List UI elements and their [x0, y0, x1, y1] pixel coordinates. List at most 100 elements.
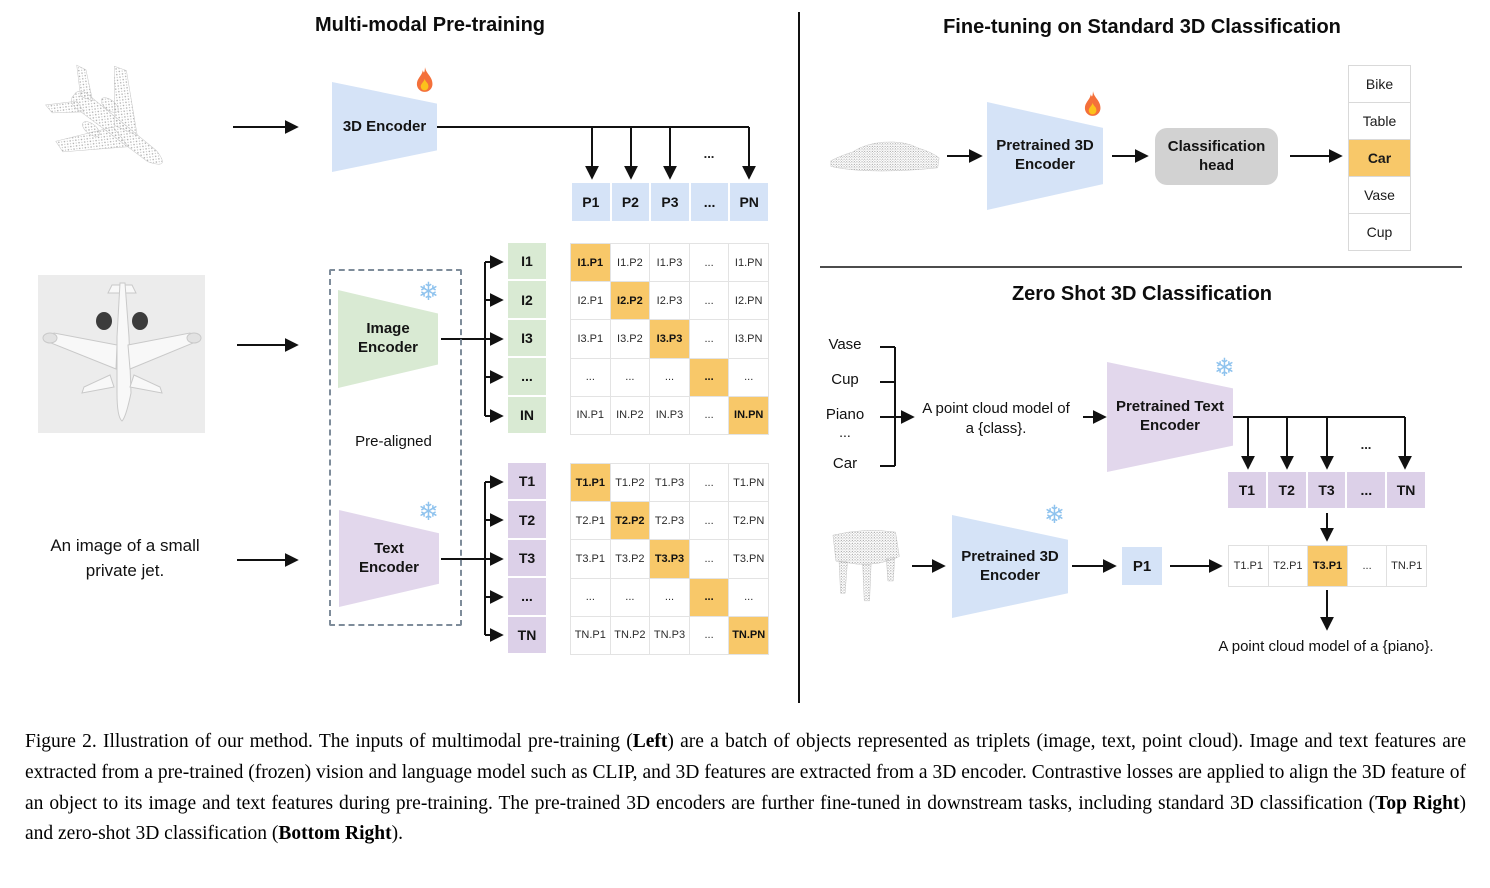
matrix-cell-1-1: I2.P2: [610, 282, 650, 320]
p-cell-4: PN: [730, 183, 768, 221]
text-feature-row-zeroshot: T1 T2 T3... TN: [1228, 472, 1425, 508]
matrix-cell-1-4: I2.PN: [729, 282, 768, 320]
branch-ellipsis: ...: [1360, 437, 1372, 452]
result-cell-0: T1.P1: [1229, 546, 1268, 586]
piano-point-cloud: [832, 530, 900, 602]
matrix-cell-0-0: I1.P1: [571, 244, 610, 282]
classification-class-list: Bike Table Car Vase Cup: [1348, 65, 1411, 251]
t-cell-0: T1: [1228, 472, 1266, 508]
result-cell-2: T3.P1: [1308, 546, 1347, 586]
matrix-cell-1-1: T2.P2: [610, 502, 650, 540]
zs-class-1: Cup: [831, 371, 859, 388]
matrix-cell-0-2: I1.P3: [650, 244, 689, 282]
matrix-cell-3-1: ...: [610, 358, 650, 396]
encoder-3d-label: 3D Encoder: [342, 117, 427, 135]
matrix-cell-1-2: T2.P3: [650, 502, 689, 540]
matrix-cell-4-3: ...: [689, 616, 729, 654]
matrix-cell-2-4: T3.PN: [729, 540, 768, 578]
matrix-cell-2-1: T3.P2: [610, 540, 650, 578]
zeroshot-class-list: Vase Cup Piano... Car: [814, 336, 876, 476]
zs-class-2: Piano: [825, 406, 865, 423]
class-cell-2: Car: [1349, 140, 1410, 176]
class-cell-4: Cup: [1349, 214, 1410, 250]
t-cell-1: T2: [1267, 472, 1306, 508]
image-encoder-label: Image Encoder: [357, 320, 418, 356]
matrix-cell-1-4: T2.PN: [729, 502, 768, 540]
t-cell-4: TN: [508, 616, 546, 653]
zeroshot-result-row: T1.P1 T2.P1 T3.P1... TN.P1: [1228, 545, 1427, 587]
airplane-image: [38, 275, 205, 433]
matrix-cell-4-0: IN.P1: [571, 396, 610, 434]
matrix-cell-4-2: IN.P3: [650, 396, 689, 434]
t-cell-2: T3: [1307, 472, 1346, 508]
pre-aligned-label: Pre-aligned: [355, 433, 432, 450]
matrix-cell-4-4: TN.PN: [729, 616, 768, 654]
image-point-similarity-matrix: I1.P1 I1.P2 I1.P3... I1.PN I2.P1 I2.P2 I2.P3..…: [570, 243, 769, 435]
p-cell-3: ...: [690, 183, 729, 221]
i-cell-0: I1: [508, 243, 546, 280]
fire-icon: [1084, 91, 1101, 116]
i-cell-3: ...: [508, 358, 546, 395]
i-cell-2: I3: [508, 319, 546, 357]
matrix-cell-0-4: T1.PN: [729, 464, 768, 502]
t-cell-3: ...: [1347, 472, 1386, 508]
matrix-cell-3-1: ...: [610, 578, 650, 616]
i-cell-4: IN: [508, 396, 546, 433]
car-point-cloud: [830, 141, 940, 172]
t-cell-4: TN: [1387, 472, 1425, 508]
finetune-section-title: Fine-tuning on Standard 3D Classificatio…: [943, 16, 1341, 38]
matrix-cell-2-3: ...: [689, 540, 729, 578]
matrix-cell-2-4: I3.PN: [729, 320, 768, 358]
p1-feature-box: P1: [1122, 547, 1162, 585]
classification-head-label: Classification head: [1167, 137, 1266, 174]
matrix-cell-1-0: I2.P1: [571, 282, 610, 320]
matrix-cell-3-0: ...: [571, 358, 610, 396]
text-encoder-label: Text Encoder: [358, 539, 419, 576]
pretrained-text-encoder-label: Pretrained Text Encoder: [1115, 398, 1225, 434]
class-cell-1: Table: [1349, 103, 1410, 139]
prompt-template: A point cloud model of a {class}.: [922, 400, 1070, 438]
result-cell-3: ...: [1347, 546, 1387, 586]
matrix-cell-1-3: ...: [689, 282, 729, 320]
snowflake-icon: ❄: [418, 498, 439, 526]
matrix-cell-4-2: TN.P3: [650, 616, 689, 654]
figure-caption: Figure 2. Illustration of our method. Th…: [25, 731, 1466, 845]
fire-icon: [416, 67, 433, 92]
zs-class-0: Vase: [828, 336, 862, 353]
matrix-cell-2-0: T3.P1: [571, 540, 610, 578]
matrix-cell-3-0: ...: [571, 578, 610, 616]
matrix-cell-1-2: I2.P3: [650, 282, 689, 320]
class-cell-3: Vase: [1349, 177, 1410, 213]
pre-aligned-box: [329, 269, 462, 626]
matrix-cell-0-0: T1.P1: [571, 464, 610, 502]
result-cell-1: T2.P1: [1268, 546, 1308, 586]
snowflake-icon: ❄: [1214, 354, 1235, 382]
matrix-cell-4-3: ...: [689, 396, 729, 434]
result-cell-4: TN.P1: [1387, 546, 1426, 586]
matrix-cell-2-0: I3.P1: [571, 320, 610, 358]
matrix-cell-0-3: ...: [689, 464, 729, 502]
matrix-cell-3-2: ...: [650, 358, 689, 396]
zeroshot-section-title: Zero Shot 3D Classification: [1011, 283, 1273, 305]
i-cell-1: I2: [508, 281, 546, 318]
p1-label: P1: [1122, 547, 1162, 585]
matrix-cell-1-0: T2.P1: [571, 502, 610, 540]
p-cell-2: P3: [651, 183, 689, 221]
matrix-cell-4-0: TN.P1: [571, 616, 610, 654]
classification-head: Classification head: [1155, 128, 1278, 185]
class-cell-0: Bike: [1349, 66, 1410, 102]
t-cell-3: ...: [508, 578, 546, 615]
matrix-cell-3-3: ...: [689, 578, 729, 616]
zeroshot-result-caption: A point cloud model of a {piano}.: [1218, 638, 1434, 655]
text-point-similarity-matrix: T1.P1 T1.P2 T1.P3... T1.PN T2.P1 T2.P2 T2.P3..…: [570, 463, 769, 655]
zs-class-3: ...: [839, 424, 851, 440]
matrix-cell-0-1: T1.P2: [610, 464, 650, 502]
matrix-cell-3-2: ...: [650, 578, 689, 616]
matrix-cell-0-4: I1.PN: [729, 244, 768, 282]
branch-ellipsis: ...: [703, 146, 715, 161]
snowflake-icon: ❄: [418, 278, 439, 306]
matrix-cell-3-4: ...: [729, 358, 768, 396]
pretrained-3d-encoder-label: Pretrained 3D Encoder: [996, 137, 1094, 173]
